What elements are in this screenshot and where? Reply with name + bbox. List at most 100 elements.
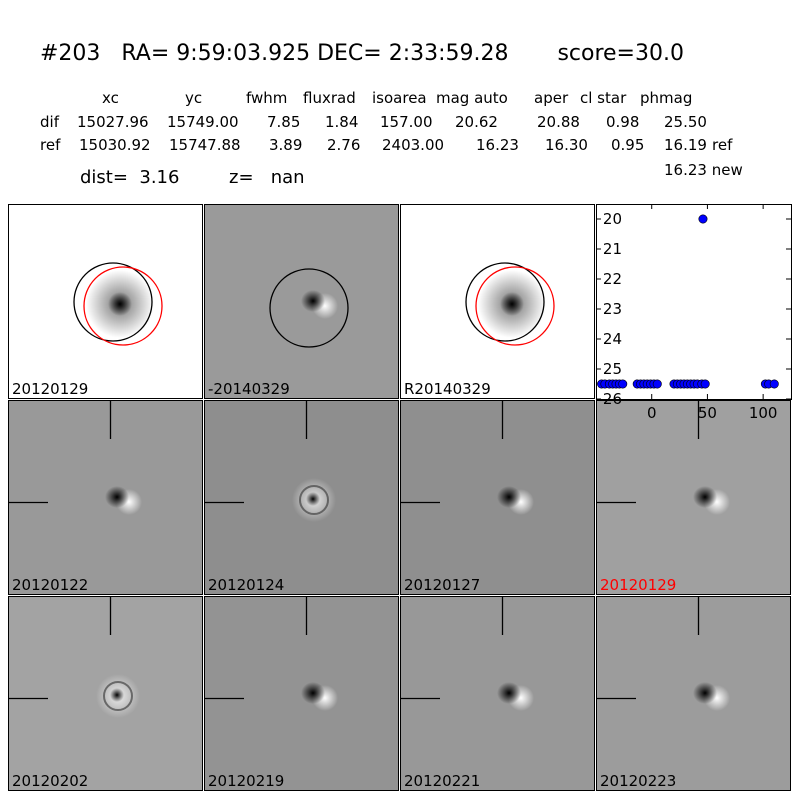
stamp-date-label: 20120221 (404, 772, 481, 790)
page-title: #203 RA= 9:59:03.925 DEC= 2:33:59.28 sco… (40, 41, 684, 66)
table-cell: 16.23 (476, 136, 519, 154)
y-tick-label: 25 (603, 360, 622, 378)
y-tick-label: 23 (603, 300, 622, 318)
stamp-cell: 20120221 (400, 596, 595, 791)
stamp-image (205, 401, 336, 522)
y-tick-label: 24 (603, 330, 622, 348)
col-header-clstar: cl star (580, 89, 627, 107)
stamp-cell: 20120202 (8, 596, 203, 791)
stamp-image (465, 262, 555, 346)
new-mag-value: 16.23 new (664, 161, 743, 179)
table-cell: 15749.00 (167, 113, 239, 131)
source-core (500, 292, 524, 316)
x-tick-label: 50 (698, 404, 717, 422)
stamp-cell: 20120124 (204, 400, 399, 595)
y-tick-label: 21 (603, 240, 622, 258)
stamp-image (9, 597, 140, 718)
stamp-date-label: 20120122 (12, 576, 89, 594)
table-cell: 2.76 (327, 136, 361, 154)
table-cell: 20.62 (455, 113, 498, 131)
stamp-image (73, 262, 163, 346)
stamp-date-label: 20120129 (600, 576, 677, 594)
stamp-date-label: 20120124 (208, 576, 285, 594)
col-header-fwhm: fwhm (246, 89, 288, 107)
stamp-date-label: 20120219 (208, 772, 285, 790)
col-header-phmag: phmag (640, 89, 693, 107)
stamp-image (597, 401, 730, 515)
col-header-xc: xc (102, 89, 119, 107)
negative-lobe (105, 486, 129, 508)
ring-edge (299, 485, 329, 515)
negative-lobe (497, 486, 521, 508)
data-point (652, 379, 662, 389)
table-cell: 15027.96 (77, 113, 149, 131)
table-cell: 15030.92 (79, 136, 151, 154)
stamp-date-label: 20120129 (12, 380, 89, 398)
table-cell: 7.85 (267, 113, 301, 131)
stamp-date-label: -20140329 (208, 380, 290, 398)
stamp-cell: 20120223 (596, 596, 791, 791)
table-cell: 0.95 (611, 136, 645, 154)
plot-frame (596, 204, 792, 400)
stamp-cell: 20120127 (400, 400, 595, 595)
x-tick-label: 100 (749, 404, 778, 422)
col-header-yc: yc (185, 89, 203, 107)
y-tick-label: 26 (603, 390, 622, 408)
table-cell: 1.84 (325, 113, 359, 131)
stamp-date-label: 20120223 (600, 772, 677, 790)
dist-value: dist= 3.16 (80, 167, 180, 188)
table-cell: 15747.88 (169, 136, 241, 154)
negative-lobe (301, 290, 325, 312)
negative-lobe (301, 682, 325, 704)
stamp-image (9, 401, 142, 515)
table-cell: 25.50 (664, 113, 707, 131)
row-label-dif: dif (40, 113, 59, 131)
table-cell: 3.89 (269, 136, 303, 154)
stamp-cell: 20120122 (8, 400, 203, 595)
stamp-date-label: 20120202 (12, 772, 89, 790)
data-point (769, 379, 779, 389)
y-tick-label: 20 (603, 210, 622, 228)
aperture-circle (269, 268, 349, 348)
data-point (700, 379, 710, 389)
stamp-image (205, 597, 338, 711)
col-header-magauto: mag auto (436, 89, 508, 107)
table-cell: 16.19 (664, 136, 707, 154)
z-value: z= nan (229, 167, 305, 188)
lightcurve-svg: 20 21 22 23 24 25 26 0 50 100 (596, 204, 792, 422)
row-label-ref: ref (40, 136, 61, 154)
stamp-cell: R20140329 (400, 204, 595, 399)
stamp-image (597, 597, 730, 711)
ref-suffix: ref (712, 136, 733, 154)
data-point (698, 214, 708, 224)
stamp-image (401, 401, 534, 515)
ring-core (306, 492, 320, 506)
table-cell: 16.30 (545, 136, 588, 154)
lightcurve-plot: 20 21 22 23 24 25 26 0 50 100 (596, 204, 792, 422)
stamp-image (401, 597, 534, 711)
ring-core (110, 688, 124, 702)
col-header-isoarea: isoarea (372, 89, 427, 107)
table-cell: 2403.00 (382, 136, 445, 154)
x-tick-label: 0 (647, 404, 657, 422)
aperture-circle (73, 262, 153, 342)
ref-aperture-circle (83, 266, 163, 346)
col-header-aper: aper (534, 89, 569, 107)
data-point (618, 379, 628, 389)
stamp-cell: -20140329 (204, 204, 399, 399)
stamp-date-label: 20120127 (404, 576, 481, 594)
stamp-image (269, 268, 349, 348)
ring-edge (103, 681, 133, 711)
negative-lobe (693, 682, 717, 704)
y-tick-label: 22 (603, 270, 622, 288)
stamp-cell: 20120219 (204, 596, 399, 791)
stamp-date-label: R20140329 (404, 380, 491, 398)
stamp-cell: 20120129 (596, 400, 791, 595)
col-header-fluxrad: fluxrad (303, 89, 356, 107)
aperture-circle (465, 262, 545, 342)
ref-aperture-circle (475, 266, 555, 346)
table-cell: 157.00 (380, 113, 433, 131)
table-cell: 0.98 (606, 113, 640, 131)
source-core (108, 292, 132, 316)
table-cell: 20.88 (537, 113, 580, 131)
